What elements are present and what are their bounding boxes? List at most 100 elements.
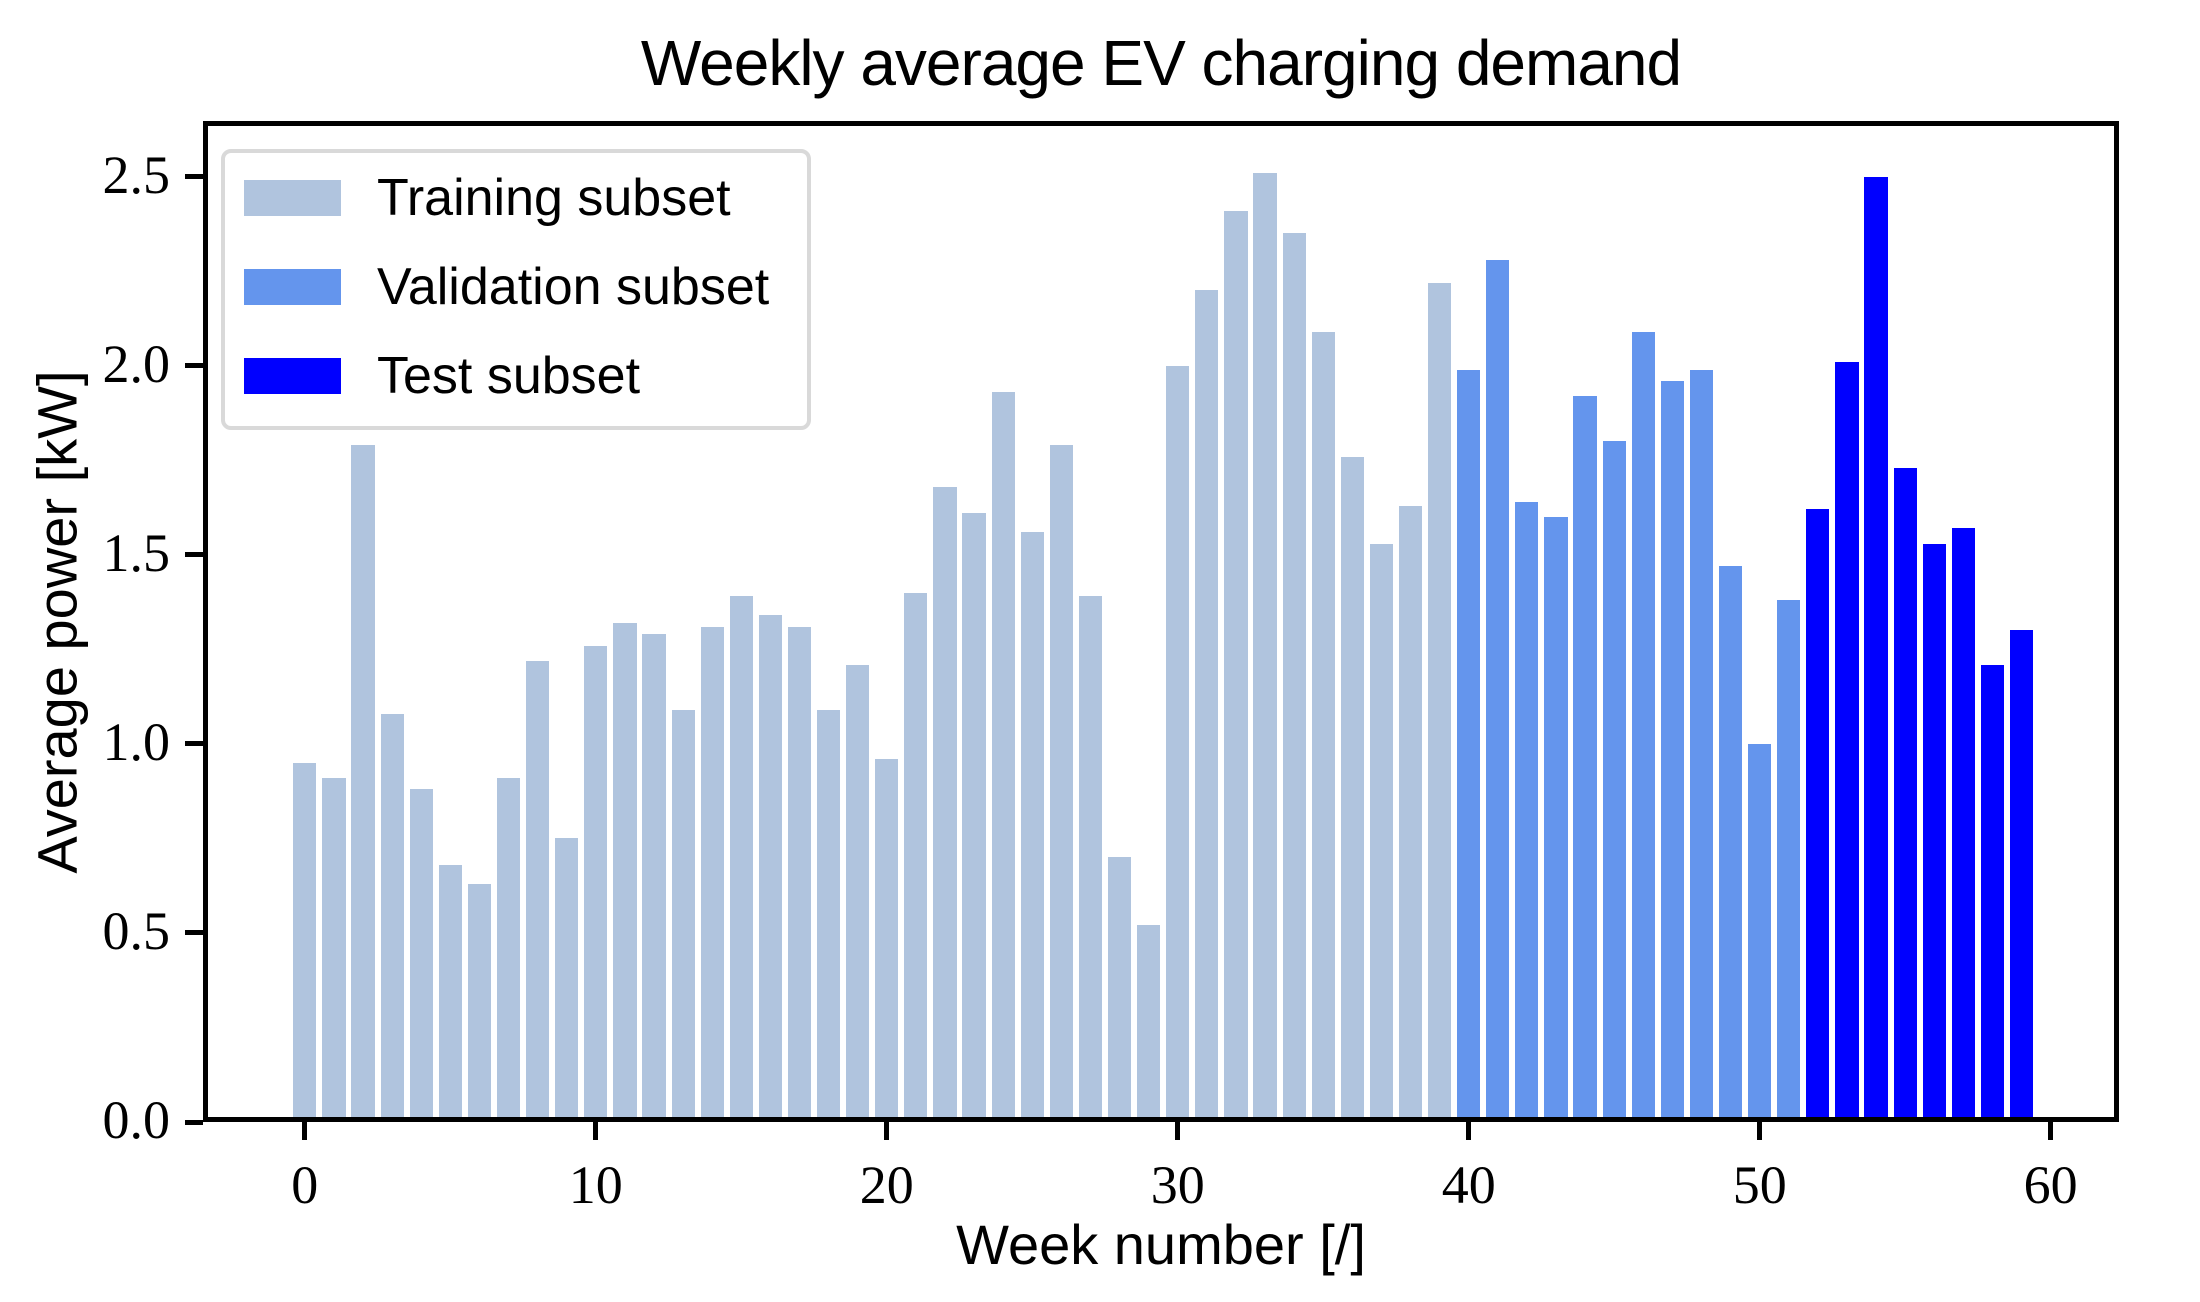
x-tick-label-30: 30: [1150, 1155, 1205, 1215]
legend-item-validation: Validation subset: [244, 261, 769, 313]
bar-week-14: [700, 626, 724, 1122]
bar-week-0: [293, 762, 317, 1122]
bar-week-43: [1544, 517, 1568, 1122]
x-tick-label-50: 50: [1732, 1155, 1787, 1215]
bar-week-58: [1980, 664, 2005, 1122]
bar-week-55: [1893, 467, 1917, 1122]
bar-week-38: [1398, 505, 1423, 1122]
x-axis-label: Week number [/]: [956, 1213, 1366, 1276]
bar-week-31: [1195, 290, 1219, 1122]
bar-week-46: [1631, 331, 1655, 1122]
bar-week-36: [1340, 456, 1364, 1122]
bar-week-48: [1689, 369, 1714, 1122]
x-tick-label-40: 40: [1441, 1155, 1496, 1215]
x-tick-10: [593, 1122, 599, 1140]
bar-week-34: [1282, 233, 1306, 1122]
bar-week-17: [787, 626, 812, 1122]
bar-week-8: [526, 660, 550, 1122]
bar-week-2: [351, 445, 375, 1122]
x-tick-50: [1757, 1122, 1763, 1140]
x-tick-0: [302, 1122, 308, 1140]
y-tick-label-0.0: 0.0: [102, 1090, 171, 1150]
y-tick-label-2.0: 2.0: [102, 333, 171, 394]
bar-week-24: [991, 392, 1015, 1122]
bar-week-19: [846, 664, 870, 1122]
bar-week-39: [1428, 282, 1452, 1122]
bar-week-3: [380, 713, 404, 1122]
bar-week-10: [584, 645, 608, 1122]
bar-week-30: [1166, 365, 1190, 1122]
bar-week-57: [1951, 528, 1975, 1122]
y-tick-2.5: [185, 174, 203, 180]
bar-week-16: [758, 615, 782, 1122]
bar-week-32: [1224, 210, 1248, 1122]
bar-week-45: [1602, 441, 1626, 1122]
bar-week-29: [1137, 925, 1161, 1122]
bar-week-7: [496, 777, 521, 1122]
bar-week-54: [1864, 176, 1888, 1122]
x-tick-label-0: 0: [291, 1155, 319, 1215]
bar-week-15: [729, 596, 753, 1122]
y-tick-1.5: [185, 552, 203, 558]
x-tick-60: [2048, 1122, 2054, 1140]
x-tick-40: [1466, 1122, 1472, 1140]
y-tick-0.5: [185, 930, 203, 936]
y-tick-1.0: [185, 741, 203, 747]
legend-label-test: Test subset: [377, 347, 641, 405]
bar-week-35: [1311, 331, 1335, 1122]
bar-week-27: [1078, 596, 1103, 1122]
bar-week-33: [1253, 172, 1277, 1122]
bar-week-23: [962, 513, 986, 1122]
test-swatch: [244, 358, 341, 394]
bar-week-50: [1748, 743, 1772, 1122]
x-tick-20: [884, 1122, 890, 1140]
bar-week-42: [1515, 501, 1539, 1122]
bar-week-20: [875, 759, 899, 1122]
y-tick-label-1.0: 1.0: [102, 711, 171, 772]
bar-week-26: [1049, 445, 1073, 1122]
bar-week-4: [409, 789, 433, 1122]
bar-week-22: [933, 486, 957, 1122]
training-swatch: [244, 180, 341, 216]
y-tick-0.0: [185, 1119, 203, 1125]
y-tick-2.0: [185, 363, 203, 369]
bar-week-28: [1107, 857, 1132, 1122]
y-tick-label-0.5: 0.5: [102, 900, 171, 961]
x-tick-label-10: 10: [568, 1155, 623, 1215]
bar-week-49: [1718, 566, 1743, 1122]
bar-week-25: [1020, 532, 1044, 1122]
x-tick-30: [1175, 1122, 1181, 1140]
bar-week-18: [816, 709, 841, 1122]
validation-swatch: [244, 269, 341, 305]
bar-week-52: [1806, 509, 1830, 1122]
y-tick-label-1.5: 1.5: [102, 522, 171, 583]
legend-label-training: Training subset: [377, 169, 731, 227]
bar-week-37: [1369, 543, 1394, 1122]
bar-week-13: [671, 709, 695, 1122]
legend: Training subset Validation subset Test s…: [221, 149, 812, 430]
x-tick-label-60: 60: [2023, 1155, 2078, 1215]
bar-week-44: [1573, 396, 1597, 1122]
y-axis-label: Average power [kW]: [25, 370, 89, 874]
bar-week-1: [322, 777, 346, 1122]
bar-week-11: [613, 622, 637, 1122]
chart-title: Weekly average EV charging demand: [640, 27, 1682, 99]
y-tick-label-2.5: 2.5: [102, 144, 171, 205]
bar-week-53: [1835, 362, 1859, 1122]
legend-item-test: Test subset: [244, 350, 769, 402]
bar-week-41: [1486, 259, 1510, 1122]
bar-week-51: [1777, 600, 1801, 1122]
bar-week-56: [1922, 543, 1946, 1122]
bar-week-9: [555, 838, 579, 1122]
bar-week-21: [904, 592, 928, 1122]
legend-label-validation: Validation subset: [377, 258, 770, 316]
bar-week-6: [467, 883, 492, 1122]
bar-week-47: [1660, 380, 1684, 1122]
legend-item-training: Training subset: [244, 172, 769, 224]
bar-week-12: [642, 634, 666, 1122]
bar-week-5: [438, 864, 462, 1122]
x-tick-label-20: 20: [859, 1155, 914, 1215]
bar-week-59: [2009, 630, 2034, 1122]
bar-week-40: [1457, 369, 1481, 1122]
